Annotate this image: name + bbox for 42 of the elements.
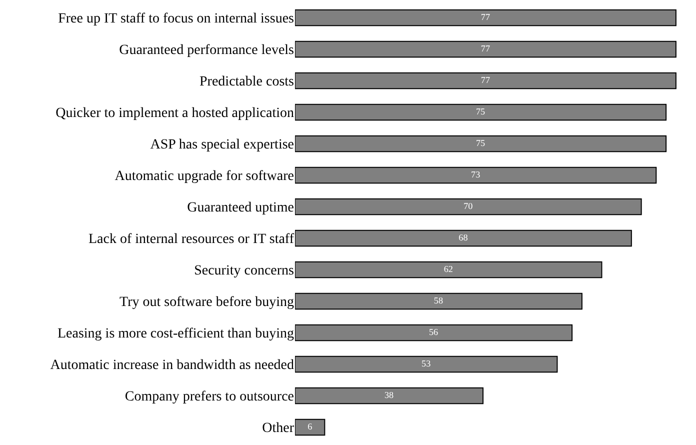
bar [295, 166, 657, 184]
data-label: 73 [471, 170, 481, 180]
y-tick-label: Lack of internal resources or IT staff [88, 232, 294, 248]
data-label: 58 [434, 296, 444, 306]
data-label: 75 [476, 138, 486, 148]
data-label: 77 [480, 75, 490, 86]
bar [295, 135, 667, 152]
data-label: 38 [384, 390, 394, 400]
data-label: 56 [428, 327, 439, 338]
bar [295, 292, 582, 310]
y-tick-label: Try out software before buying [120, 295, 294, 310]
data-label: 77 [480, 12, 490, 22]
y-tick-label: Company prefers to outsource [124, 390, 294, 405]
data-label: 75 [476, 106, 486, 117]
y-tick-label: Security concerns [194, 264, 294, 279]
bar [295, 261, 602, 278]
bar [295, 230, 632, 247]
data-label: 53 [422, 358, 432, 369]
data-label: 62 [444, 264, 454, 274]
data-label: 77 [480, 44, 490, 54]
data-label: 70 [464, 201, 474, 212]
y-tick-label: Predictable costs [200, 74, 294, 90]
data-label: 68 [458, 232, 468, 243]
bar [295, 324, 573, 342]
bar [295, 40, 676, 58]
y-tick-label: Automatic upgrade for software [114, 169, 294, 184]
bar [295, 356, 558, 373]
y-tick-label: ASP has special expertise [150, 138, 294, 153]
y-tick-label: Guaranteed performance levels [119, 43, 294, 58]
y-tick-label: Quicker to implement a hosted application [56, 106, 294, 122]
bar [295, 387, 484, 404]
y-tick-label: Automatic increase in bandwidth as needed [50, 358, 294, 374]
data-label: 6 [308, 422, 313, 432]
y-tick-label: Other [262, 421, 294, 436]
y-tick-label: Leasing is more cost-efficient than buying [57, 326, 294, 342]
bar [295, 9, 676, 26]
bar [295, 104, 667, 121]
y-tick-label: Free up IT staff to focus on internal issues [58, 12, 294, 27]
bar [295, 72, 676, 90]
bar [295, 198, 642, 216]
y-tick-label: Guaranteed uptime [187, 200, 294, 216]
bar [295, 418, 326, 436]
